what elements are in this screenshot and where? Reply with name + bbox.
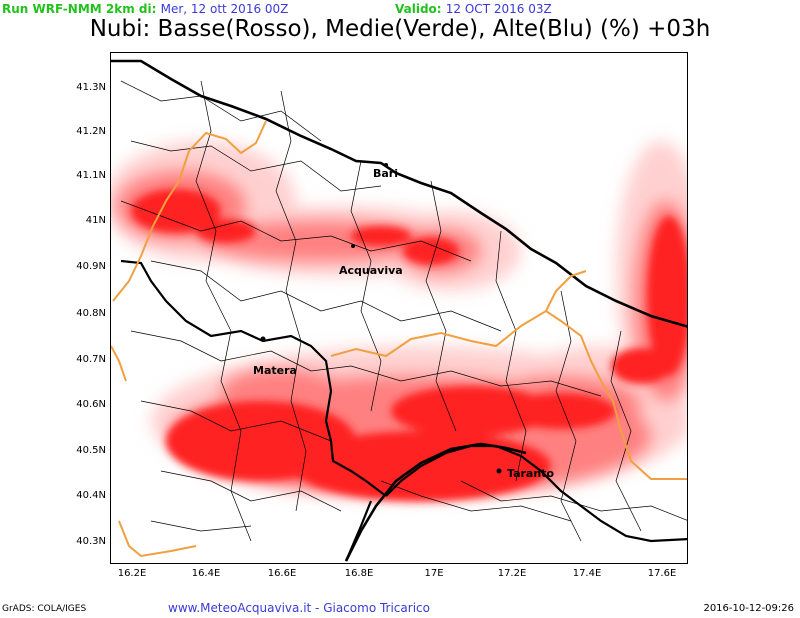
valid-label: Valido: [395, 2, 442, 16]
municipal-borders [120, 80, 687, 542]
city-label-matera: Matera [253, 364, 297, 377]
grads-credit: GrADS: COLA/IGES [2, 604, 87, 614]
valid-date: 12 OCT 2016 03Z [445, 2, 552, 16]
lat-label-41.3: 41.3N [76, 82, 106, 93]
coastline [111, 59, 687, 562]
lat-label-40.6: 40.6N [76, 399, 106, 410]
run-label: Run WRF-NMM 2km di: [2, 2, 157, 16]
site-credit: www.MeteoAcquaviva.it - Giacomo Tricaric… [168, 601, 430, 615]
lat-label-40.7: 40.7N [76, 354, 106, 365]
city-markers [260, 163, 502, 474]
run-date: Mer, 12 ott 2016 00Z [160, 2, 289, 16]
lat-label-41.1: 41.1N [76, 170, 106, 181]
map-title: Nubi: Basse(Rosso), Medie(Verde), Alte(B… [89, 16, 711, 42]
lat-label-40.3: 40.3N [76, 536, 106, 547]
city-label-acquaviva: Acquaviva [339, 264, 403, 277]
map-area: Bari Acquaviva Matera Taranto [110, 52, 688, 564]
lon-label-16.6: 16.6E [267, 568, 297, 579]
cloud-map [111, 59, 687, 562]
acquaviva-marker [351, 244, 355, 248]
lat-label-41.2: 41.2N [76, 126, 106, 137]
bari-marker [384, 163, 388, 167]
city-label-taranto: Taranto [507, 467, 555, 480]
lat-label-40.4: 40.4N [76, 490, 106, 501]
lon-label-17: 17E [424, 568, 444, 579]
lon-label-17.6: 17.6E [647, 568, 677, 579]
lat-label-40.5: 40.5N [76, 445, 106, 456]
lat-label-41: 41N [85, 215, 106, 226]
lon-label-16.4: 16.4E [191, 568, 221, 579]
lon-label-17.4: 17.4E [572, 568, 602, 579]
taranto-marker [496, 468, 502, 474]
regional-border [111, 120, 687, 558]
city-label-bari: Bari [373, 167, 399, 180]
lat-label-40.8: 40.8N [76, 308, 106, 319]
lon-label-16.2: 16.2E [117, 568, 147, 579]
run-info: Run WRF-NMM 2km di: Mer, 12 ott 2016 00Z [2, 2, 288, 16]
valid-info: Valido: 12 OCT 2016 03Z [395, 2, 552, 16]
matera-marker [260, 336, 266, 342]
lon-label-17.2: 17.2E [497, 568, 527, 579]
generated-timestamp: 2016-10-12-09:26 [703, 603, 794, 614]
lon-label-16.8: 16.8E [344, 568, 374, 579]
lat-label-40.9: 40.9N [76, 261, 106, 272]
